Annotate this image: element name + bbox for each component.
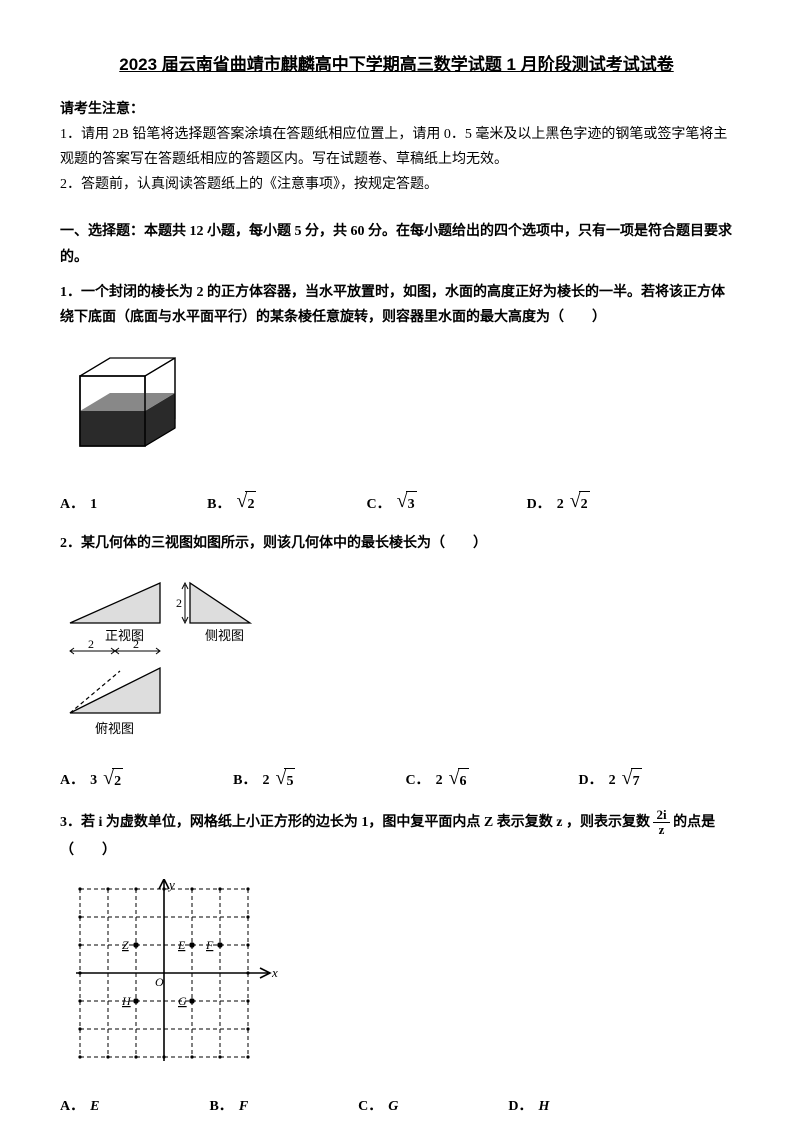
front-width-2a: 2	[88, 637, 94, 651]
q2-option-d: D． 2 √7	[579, 768, 642, 794]
opt-label-b: B．	[207, 492, 230, 517]
q3-frac-den: z	[656, 823, 668, 837]
point-g-label: G	[178, 994, 187, 1008]
opt-label-b: B．	[209, 1094, 232, 1119]
q1-d-rad: 2	[579, 491, 590, 517]
q3-option-a: A． E	[60, 1094, 99, 1119]
page-title: 2023 届云南省曲靖市麒麟高中下学期高三数学试题 1 月阶段测试考试试卷	[60, 50, 733, 81]
opt-label-a: A．	[60, 492, 84, 517]
opt-label-d: D．	[508, 1094, 532, 1119]
top-view-label: 俯视图	[95, 721, 134, 736]
q1-option-d: D． 2 √2	[527, 491, 590, 517]
q2-c-coef: 2	[436, 768, 443, 793]
question-1-options: A． 1 B． √2 C． √3 D． 2 √2	[60, 491, 733, 517]
q3-option-b: B． F	[209, 1094, 248, 1119]
section-1-heading: 一、选择题：本题共 12 小题，每小题 5 分，共 60 分。在每小题给出的四个…	[60, 219, 733, 269]
q3-c-value: G	[388, 1094, 398, 1119]
q2-b-coef: 2	[262, 768, 269, 793]
side-height-2: 2	[176, 596, 182, 610]
q2-c-rad: 6	[458, 768, 469, 794]
instructions-line-1: 1．请用 2B 铅笔将选择题答案涂填在答题纸相应位置上，请用 0．5 毫米及以上…	[60, 122, 733, 172]
q2-option-a: A． 3 √2	[60, 768, 123, 794]
question-3-options: A． E B． F C． G D． H	[60, 1094, 733, 1119]
q1-d-coef: 2	[557, 492, 564, 517]
q2-a-coef: 3	[90, 768, 97, 793]
side-view-label: 侧视图	[205, 628, 244, 643]
opt-label-c: C．	[405, 768, 429, 793]
q3-text-a: 3．若 i 为虚数单位，网格纸上小正方形的边长为 1，图中复平面内点 Z 表示复…	[60, 815, 650, 830]
q2-a-rad: 2	[112, 768, 123, 794]
instructions-block: 请考生注意： 1．请用 2B 铅笔将选择题答案涂填在答题纸相应位置上，请用 0．…	[60, 97, 733, 198]
q1-c-rad: 3	[406, 491, 417, 517]
opt-label-a: A．	[60, 1094, 84, 1119]
point-z-label: Z	[122, 938, 129, 952]
q3-frac-num: 2i	[653, 808, 669, 823]
q1-option-a: A． 1	[60, 492, 97, 517]
q2-option-b: B． 2 √5	[233, 768, 295, 794]
origin-label: O	[155, 975, 164, 989]
point-f-label: F	[205, 938, 214, 952]
three-views-figure: 正视图 2 侧视图 2 2 俯视图	[60, 573, 280, 743]
opt-label-a: A．	[60, 768, 84, 793]
point-e-label: E	[177, 938, 186, 952]
q3-b-value: F	[239, 1094, 248, 1119]
q3-option-d: D． H	[508, 1094, 549, 1119]
q1-option-c: C． √3	[366, 491, 416, 517]
question-2-text: 2．某几何体的三视图如图所示，则该几何体中的最长棱长为（ ）	[60, 531, 733, 556]
q1-option-b: B． √2	[207, 491, 256, 517]
instructions-line-2: 2．答题前，认真阅读答题纸上的《注意事项》，按规定答题。	[60, 172, 733, 197]
point-h-label: H	[121, 994, 132, 1008]
q3-d-value: H	[539, 1094, 550, 1119]
q1-b-rad: 2	[245, 491, 256, 517]
y-axis-label: y	[167, 879, 175, 892]
q1-a-value: 1	[90, 492, 97, 517]
question-3-text: 3．若 i 为虚数单位，网格纸上小正方形的边长为 1，图中复平面内点 Z 表示复…	[60, 808, 733, 863]
x-axis-label: x	[271, 965, 278, 980]
instructions-heading: 请考生注意：	[60, 97, 733, 122]
question-2-options: A． 3 √2 B． 2 √5 C． 2 √6 D． 2 √7	[60, 768, 733, 794]
q2-option-c: C． 2 √6	[405, 768, 468, 794]
opt-label-d: D．	[579, 768, 603, 793]
front-width-2b: 2	[133, 637, 139, 651]
complex-plane-figure: x y O Z E F G H	[60, 879, 280, 1069]
q3-option-c: C． G	[358, 1094, 398, 1119]
cube-figure	[60, 346, 190, 466]
q3-a-value: E	[90, 1094, 99, 1119]
q2-b-rad: 5	[284, 768, 295, 794]
opt-label-c: C．	[366, 492, 390, 517]
question-1-text: 1．一个封闭的棱长为 2 的正方体容器，当水平放置时，如图，水面的高度正好为棱长…	[60, 280, 733, 330]
q2-d-coef: 2	[609, 768, 616, 793]
q2-d-rad: 7	[631, 768, 642, 794]
opt-label-b: B．	[233, 768, 256, 793]
opt-label-c: C．	[358, 1094, 382, 1119]
opt-label-d: D．	[527, 492, 551, 517]
